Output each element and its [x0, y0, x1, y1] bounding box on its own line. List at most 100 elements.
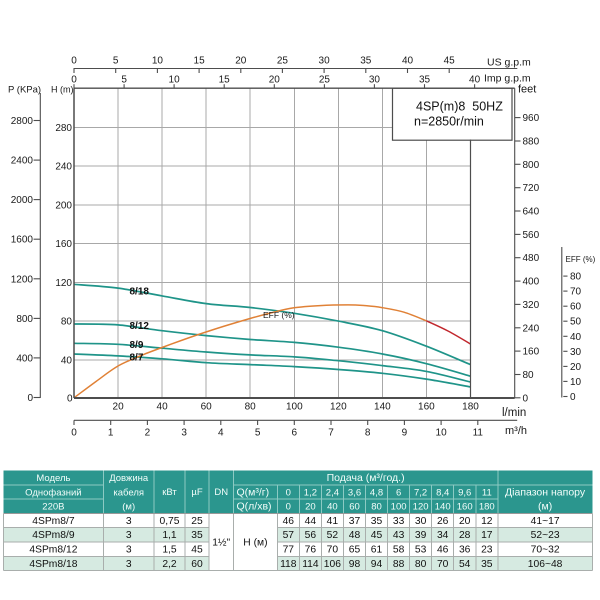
svg-text:0: 0 [71, 75, 77, 86]
svg-text:56: 56 [305, 530, 317, 541]
svg-text:4: 4 [218, 428, 224, 439]
svg-text:0,75: 0,75 [159, 516, 179, 527]
svg-text:70: 70 [327, 544, 339, 555]
svg-text:1600: 1600 [11, 235, 34, 246]
svg-text:140: 140 [435, 502, 451, 513]
svg-text:52~23: 52~23 [531, 530, 560, 541]
svg-text:4SPm8/9: 4SPm8/9 [32, 530, 75, 541]
svg-text:800: 800 [523, 160, 540, 171]
svg-text:100: 100 [286, 402, 303, 413]
svg-text:35: 35 [481, 559, 493, 570]
svg-text:11: 11 [482, 487, 492, 498]
svg-text:880: 880 [523, 137, 540, 148]
svg-text:20: 20 [235, 56, 247, 67]
svg-text:800: 800 [16, 314, 33, 325]
svg-text:50: 50 [570, 317, 582, 328]
svg-text:Довжина: Довжина [109, 473, 149, 484]
svg-text:60: 60 [349, 502, 360, 513]
svg-text:20: 20 [113, 402, 125, 413]
svg-text:61: 61 [371, 544, 383, 555]
svg-text:120: 120 [330, 402, 347, 413]
svg-text:34: 34 [437, 530, 449, 541]
svg-text:960: 960 [523, 113, 540, 124]
svg-text:H (м): H (м) [243, 537, 267, 548]
svg-text:80: 80 [570, 272, 582, 283]
svg-text:(м): (м) [122, 502, 135, 513]
svg-text:1: 1 [108, 428, 114, 439]
svg-text:58: 58 [393, 544, 405, 555]
svg-text:120: 120 [55, 278, 72, 289]
svg-text:560: 560 [523, 230, 540, 241]
svg-text:8/18: 8/18 [130, 287, 150, 298]
svg-text:l/min: l/min [502, 407, 526, 419]
svg-text:23: 23 [481, 544, 493, 555]
svg-text:2000: 2000 [11, 195, 34, 206]
svg-text:8,4: 8,4 [436, 487, 449, 498]
svg-text:15: 15 [219, 75, 231, 86]
svg-text:10: 10 [570, 377, 582, 388]
svg-text:30: 30 [319, 56, 331, 67]
svg-text:3: 3 [126, 559, 132, 570]
svg-text:30: 30 [570, 347, 582, 358]
svg-text:28: 28 [459, 530, 471, 541]
svg-text:Imp g.p.m: Imp g.p.m [484, 73, 531, 85]
svg-text:37: 37 [349, 516, 361, 527]
svg-text:720: 720 [523, 183, 540, 194]
svg-text:70: 70 [570, 287, 582, 298]
svg-text:US g.p.m: US g.p.m [487, 57, 531, 69]
svg-text:8/12: 8/12 [130, 321, 150, 332]
svg-text:39: 39 [415, 530, 427, 541]
svg-text:6: 6 [292, 428, 298, 439]
svg-text:400: 400 [16, 353, 33, 364]
svg-text:80: 80 [61, 317, 73, 328]
svg-text:Однофазний: Однофазний [25, 487, 81, 498]
svg-text:m³/h: m³/h [505, 425, 527, 437]
svg-text:2,4: 2,4 [326, 487, 339, 498]
svg-text:45: 45 [444, 56, 456, 67]
svg-text:15: 15 [194, 56, 206, 67]
svg-text:4SP(m)8 50HZ: 4SP(m)8 50HZ [416, 100, 503, 114]
svg-text:2,2: 2,2 [162, 559, 177, 570]
svg-text:µF: µF [191, 487, 202, 498]
svg-text:0: 0 [67, 394, 73, 405]
svg-text:40: 40 [570, 332, 582, 343]
svg-text:Подача (м³/год.): Подача (м³/год.) [327, 472, 405, 484]
svg-text:57: 57 [283, 530, 295, 541]
svg-text:Q(л/хв): Q(л/хв) [237, 501, 272, 513]
svg-text:120: 120 [413, 502, 429, 513]
svg-text:114: 114 [302, 559, 319, 570]
svg-text:43: 43 [393, 530, 405, 541]
svg-text:(м): (м) [538, 501, 552, 513]
svg-text:H (m): H (m) [51, 85, 74, 95]
svg-text:10: 10 [152, 56, 164, 67]
svg-text:0: 0 [71, 428, 77, 439]
svg-text:118: 118 [280, 559, 297, 570]
svg-text:106: 106 [324, 559, 341, 570]
svg-text:9: 9 [402, 428, 408, 439]
svg-text:46: 46 [283, 516, 295, 527]
svg-text:8/9: 8/9 [130, 340, 144, 351]
svg-text:54: 54 [459, 559, 471, 570]
svg-text:12: 12 [481, 516, 493, 527]
svg-text:160: 160 [418, 402, 435, 413]
svg-text:35: 35 [191, 530, 203, 541]
svg-text:11: 11 [473, 428, 484, 439]
svg-text:4SPm8/7: 4SPm8/7 [32, 516, 75, 527]
svg-text:20: 20 [459, 516, 471, 527]
svg-text:48: 48 [349, 530, 361, 541]
svg-text:70~32: 70~32 [531, 544, 560, 555]
svg-text:180: 180 [462, 402, 479, 413]
svg-text:240: 240 [523, 323, 540, 334]
svg-text:53: 53 [415, 544, 427, 555]
svg-text:70: 70 [437, 559, 449, 570]
svg-text:P (KPa): P (KPa) [8, 85, 41, 96]
svg-text:180: 180 [479, 502, 495, 513]
svg-text:88: 88 [393, 559, 405, 570]
svg-text:5: 5 [113, 56, 119, 67]
svg-text:41~17: 41~17 [531, 516, 560, 527]
svg-text:46: 46 [437, 544, 449, 555]
svg-text:35: 35 [371, 516, 383, 527]
svg-text:320: 320 [523, 300, 540, 311]
svg-text:40: 40 [327, 502, 338, 513]
svg-text:3: 3 [126, 530, 132, 541]
